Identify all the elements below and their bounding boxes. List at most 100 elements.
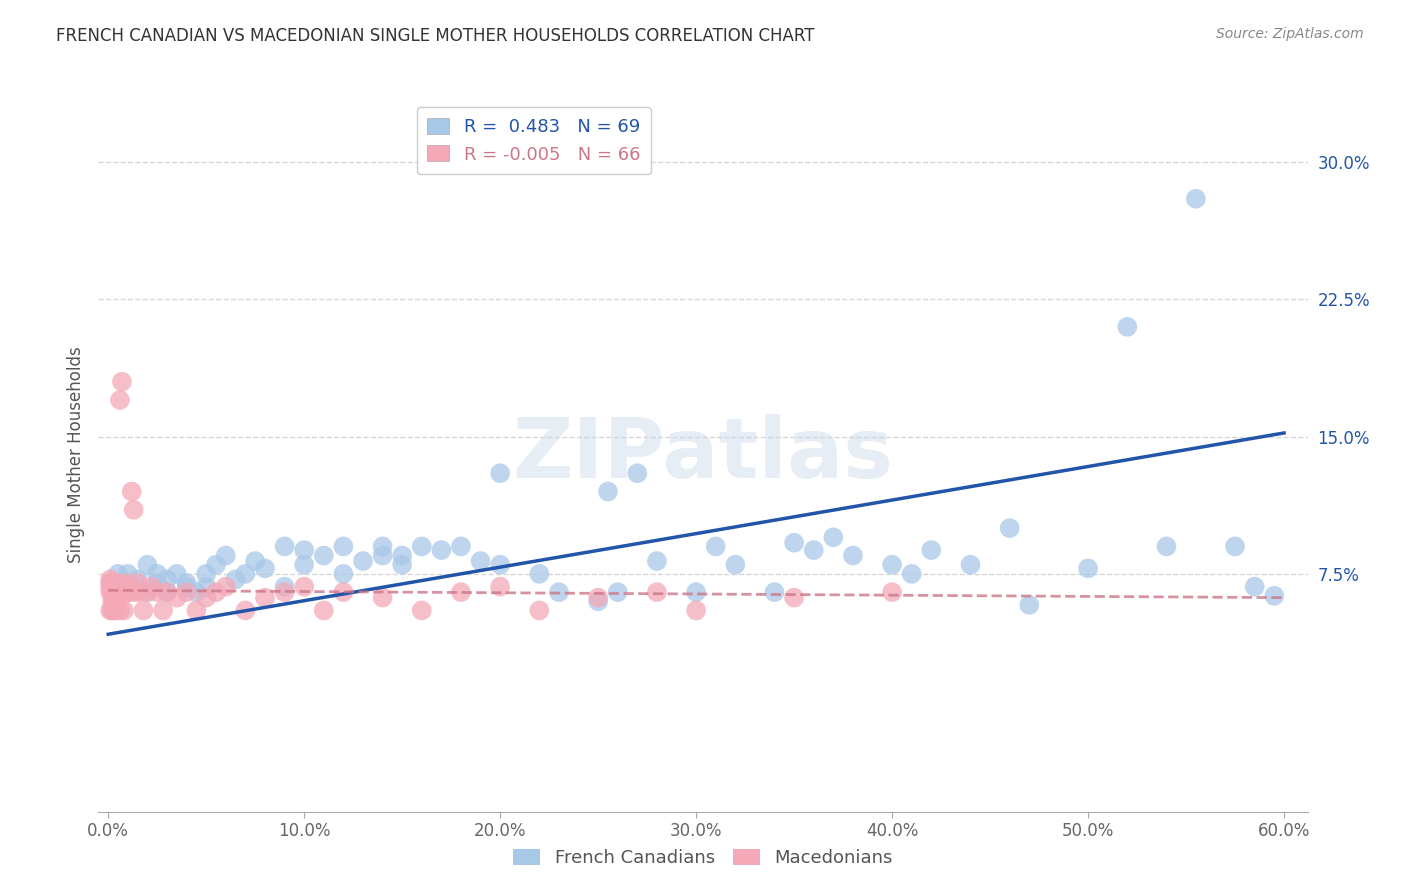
Point	[156, 585, 179, 599]
Point	[205, 585, 228, 599]
Point	[371, 549, 394, 563]
Point	[115, 585, 138, 599]
Point	[450, 585, 472, 599]
Point	[391, 558, 413, 572]
Point	[195, 580, 218, 594]
Point	[117, 580, 139, 594]
Point	[529, 603, 551, 617]
Point	[101, 576, 124, 591]
Point	[103, 576, 125, 591]
Point	[548, 585, 571, 599]
Point	[108, 585, 131, 599]
Point	[586, 591, 609, 605]
Point	[352, 554, 374, 568]
Point	[371, 591, 394, 605]
Point	[1185, 192, 1208, 206]
Point	[117, 585, 139, 599]
Point	[882, 585, 904, 599]
Point	[105, 603, 128, 617]
Point	[312, 549, 335, 563]
Point	[215, 549, 238, 563]
Point	[98, 572, 121, 586]
Point	[108, 392, 131, 407]
Point	[166, 591, 188, 605]
Point	[186, 603, 208, 617]
Point	[626, 467, 648, 481]
Point	[166, 566, 188, 581]
Point	[98, 576, 121, 591]
Point	[273, 585, 295, 599]
Point	[245, 554, 267, 568]
Point	[176, 580, 198, 594]
Point	[146, 566, 169, 581]
Point	[489, 580, 512, 594]
Point	[645, 554, 668, 568]
Y-axis label: Single Mother Households: Single Mother Households	[66, 347, 84, 563]
Point	[136, 558, 159, 572]
Point	[332, 585, 354, 599]
Point	[998, 521, 1021, 535]
Legend: French Canadians, Macedonians: French Canadians, Macedonians	[506, 841, 900, 874]
Point	[783, 535, 806, 549]
Point	[122, 503, 145, 517]
Point	[127, 576, 149, 591]
Point	[186, 585, 208, 599]
Point	[920, 543, 942, 558]
Point	[489, 467, 512, 481]
Point	[900, 566, 922, 581]
Point	[103, 585, 125, 599]
Point	[124, 585, 146, 599]
Point	[391, 549, 413, 563]
Point	[132, 603, 155, 617]
Point	[128, 585, 150, 599]
Point	[105, 585, 128, 599]
Point	[371, 540, 394, 554]
Point	[253, 591, 276, 605]
Point	[273, 540, 295, 554]
Point	[101, 585, 124, 599]
Point	[763, 585, 786, 599]
Point	[111, 375, 134, 389]
Point	[489, 558, 512, 572]
Point	[205, 558, 228, 572]
Point	[105, 580, 128, 594]
Point	[235, 603, 257, 617]
Point	[152, 603, 174, 617]
Point	[959, 558, 981, 572]
Point	[136, 585, 159, 599]
Text: Source: ZipAtlas.com: Source: ZipAtlas.com	[1216, 27, 1364, 41]
Point	[253, 561, 276, 575]
Point	[450, 540, 472, 554]
Point	[235, 566, 257, 581]
Point	[117, 566, 139, 581]
Point	[112, 576, 135, 591]
Text: ZIPatlas: ZIPatlas	[513, 415, 893, 495]
Point	[107, 576, 129, 591]
Point	[596, 484, 619, 499]
Point	[586, 594, 609, 608]
Point	[332, 540, 354, 554]
Point	[156, 585, 179, 599]
Point	[146, 585, 169, 599]
Point	[103, 594, 125, 608]
Point	[724, 558, 747, 572]
Point	[107, 585, 129, 599]
Point	[136, 585, 159, 599]
Point	[103, 603, 125, 617]
Point	[411, 603, 433, 617]
Point	[195, 566, 218, 581]
Point	[98, 603, 121, 617]
Point	[156, 572, 179, 586]
Point	[225, 572, 247, 586]
Point	[292, 580, 315, 594]
Point	[112, 603, 135, 617]
Point	[112, 585, 135, 599]
Point	[704, 540, 727, 554]
Point	[803, 543, 825, 558]
Point	[1077, 561, 1099, 575]
Point	[411, 540, 433, 554]
Point	[101, 594, 124, 608]
Point	[1223, 540, 1246, 554]
Point	[195, 591, 218, 605]
Point	[101, 603, 124, 617]
